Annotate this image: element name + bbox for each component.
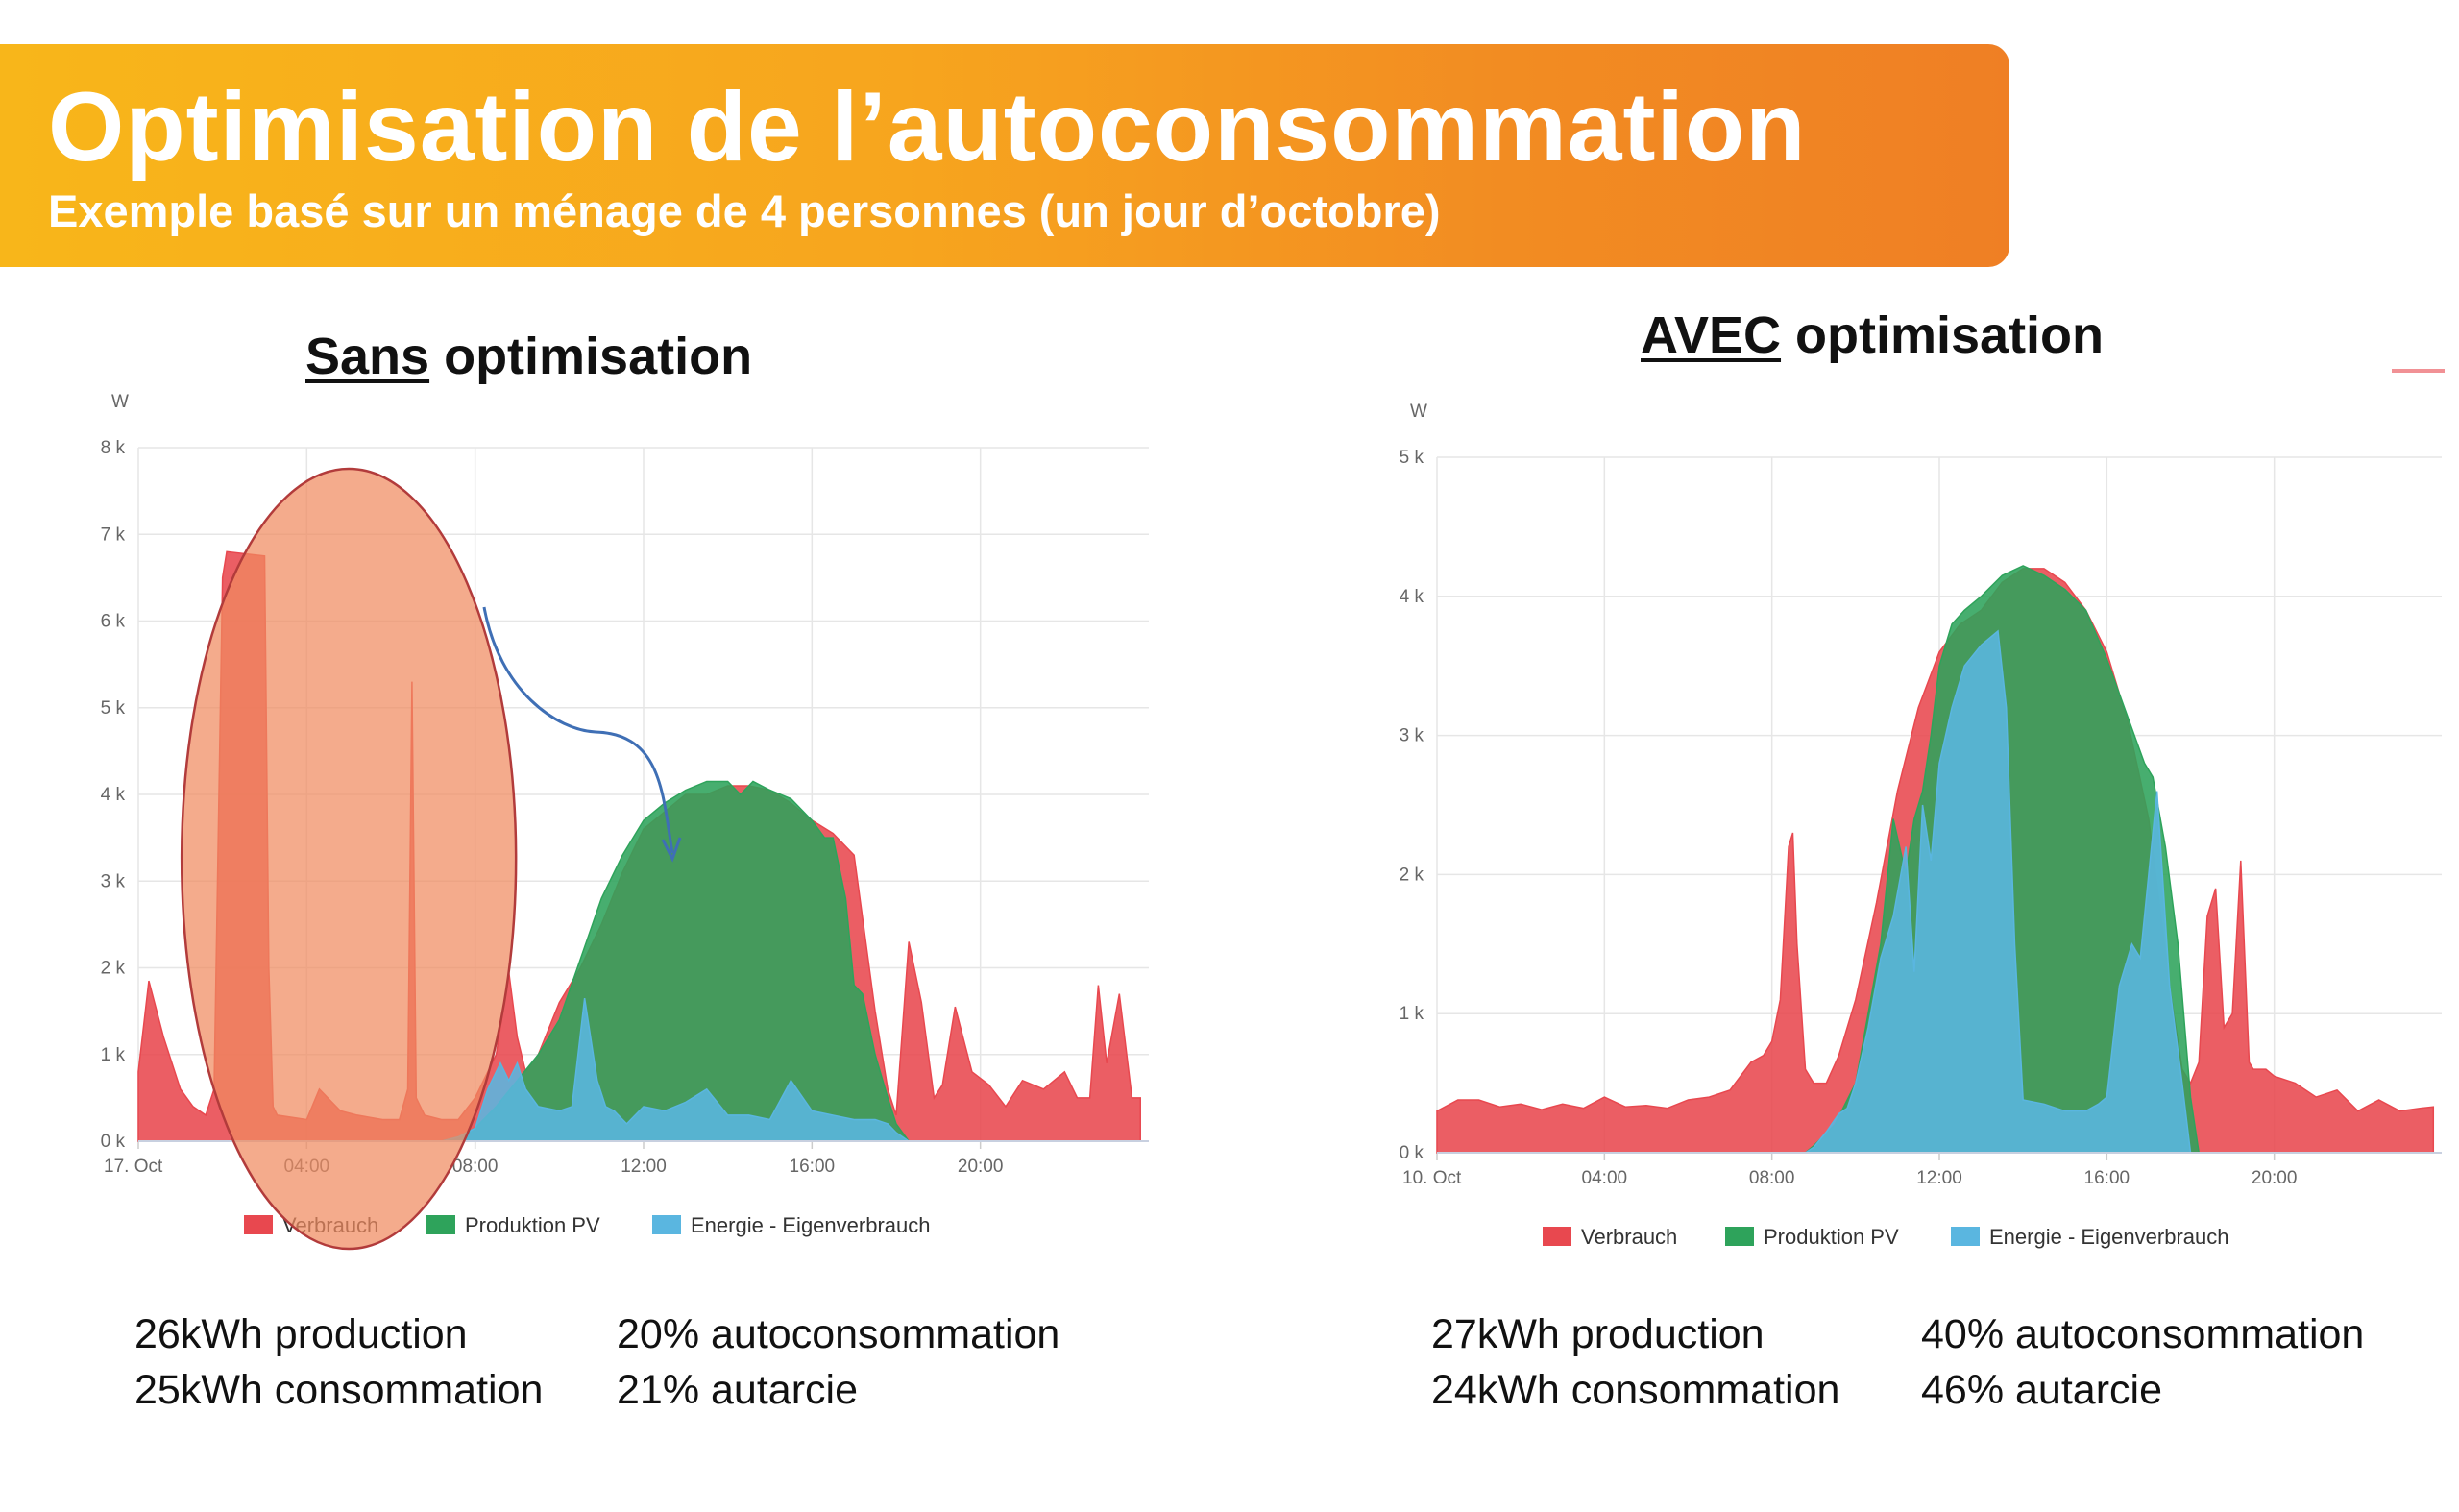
left-production-stat: 26kWh production	[134, 1311, 468, 1357]
right-autarcie-stat: 46% autarcie	[1921, 1367, 2162, 1413]
right-legend-verbrauch-label[interactable]: Verbrauch	[1581, 1225, 1677, 1249]
right-y-tick-label: 0 k	[1400, 1143, 1424, 1163]
header-banner: Optimisation de l’autoconsommation Exemp…	[0, 44, 2009, 267]
right-x-tick-label: 08:00	[1749, 1168, 1795, 1188]
right-x-tick-label: 04:00	[1582, 1168, 1628, 1188]
left-legend-verbrauch-swatch[interactable]	[244, 1215, 273, 1234]
left-legend-eigenverbrauch-swatch[interactable]	[652, 1215, 681, 1234]
right-y-tick-label: 4 k	[1400, 587, 1424, 607]
right-stats-col1: 27kWh production 24kWh consommation	[1431, 1306, 1839, 1418]
left-autarcie-stat: 21% autarcie	[617, 1367, 858, 1413]
left-stats-col1: 26kWh production 25kWh consommation	[134, 1306, 543, 1418]
right-x-tick-label: 12:00	[1916, 1168, 1962, 1188]
right-autoconsommation-stat: 40% autoconsommation	[1921, 1311, 2365, 1357]
left-y-tick-label: 3 k	[101, 871, 126, 891]
left-y-tick-label: 7 k	[101, 524, 126, 545]
right-y-tick-label: 2 k	[1400, 865, 1424, 885]
left-legend-eigenverbrauch-label[interactable]: Energie - Eigenverbrauch	[691, 1213, 930, 1237]
night-consumption-highlight	[180, 467, 518, 1251]
left-consommation-stat: 25kWh consommation	[134, 1367, 544, 1413]
right-title-underlined: AVEC	[1641, 306, 1782, 364]
chart-avec-optimisation: W 0 k 1 k 2 k 3 k 4 k 5 k 10. Oct 04:00 08:00 12:0…	[1374, 394, 2459, 1268]
legend-fragment-mark	[2392, 369, 2445, 373]
right-legend-verbrauch-swatch[interactable]	[1543, 1227, 1571, 1246]
right-y-tick-label: 5 k	[1400, 448, 1424, 468]
right-legend-produktion-pv-label[interactable]: Produktion PV	[1764, 1225, 1899, 1249]
right-x-tick-label: 20:00	[2252, 1168, 2298, 1188]
left-y-tick-label: 1 k	[101, 1045, 126, 1065]
left-title-underlined: Sans	[305, 328, 430, 385]
left-y-tick-label: 0 k	[101, 1132, 126, 1152]
left-x-tick-label: 17. Oct	[104, 1157, 163, 1177]
left-legend-produktion-pv-swatch[interactable]	[426, 1215, 455, 1234]
left-y-tick-label: 2 k	[101, 959, 126, 979]
left-y-tick-label: 4 k	[101, 785, 126, 805]
left-y-tick-label: 5 k	[101, 698, 126, 719]
right-x-tick-label: 10. Oct	[1402, 1168, 1462, 1188]
chart-sans-optimisation: W0 k1 k2 k3 k4 k5 k6 k7 k8 k17. Oct04:00…	[77, 384, 1181, 1268]
right-legend-produktion-pv-swatch[interactable]	[1725, 1227, 1754, 1246]
load-shift-arrow-head	[661, 837, 682, 863]
right-legend-eigenverbrauch-label[interactable]: Energie - Eigenverbrauch	[1989, 1225, 2228, 1249]
left-autoconsommation-stat: 20% autoconsommation	[617, 1311, 1060, 1357]
right-stats-col2: 40% autoconsommation 46% autarcie	[1921, 1306, 2364, 1418]
left-x-tick-label: 16:00	[790, 1157, 836, 1177]
left-y-axis-label: W	[111, 392, 129, 412]
left-legend-produktion-pv-label[interactable]: Produktion PV	[465, 1213, 600, 1237]
right-title-rest: optimisation	[1781, 306, 2105, 364]
right-x-tick-label: 16:00	[2084, 1168, 2130, 1188]
right-series-eigenverbrauch	[1803, 629, 2192, 1154]
left-series-produktion-pv	[441, 780, 911, 1142]
page-title: Optimisation de l’autoconsommation	[48, 72, 1807, 182]
left-x-tick-label: 08:00	[452, 1157, 499, 1177]
left-title-rest: optimisation	[429, 328, 753, 385]
right-consommation-stat: 24kWh consommation	[1431, 1367, 1840, 1413]
left-y-tick-label: 8 k	[101, 438, 126, 458]
left-stats-col2: 20% autoconsommation 21% autarcie	[617, 1306, 1059, 1418]
left-panel-title: Sans optimisation	[305, 327, 752, 386]
right-legend-eigenverbrauch-swatch[interactable]	[1951, 1227, 1980, 1246]
left-x-tick-label: 12:00	[621, 1157, 667, 1177]
left-x-tick-label: 20:00	[958, 1157, 1004, 1177]
right-y-axis-label: W	[1410, 402, 1427, 422]
right-panel-title: AVEC optimisation	[1641, 305, 2104, 365]
right-y-tick-label: 3 k	[1400, 726, 1424, 746]
load-shift-arrow	[482, 606, 674, 854]
right-y-tick-label: 1 k	[1400, 1004, 1424, 1024]
page-subtitle: Exemple basé sur un ménage de 4 personne…	[48, 185, 1441, 236]
left-series-eigenverbrauch	[441, 997, 912, 1142]
right-production-stat: 27kWh production	[1431, 1311, 1765, 1357]
left-y-tick-label: 6 k	[101, 612, 126, 632]
